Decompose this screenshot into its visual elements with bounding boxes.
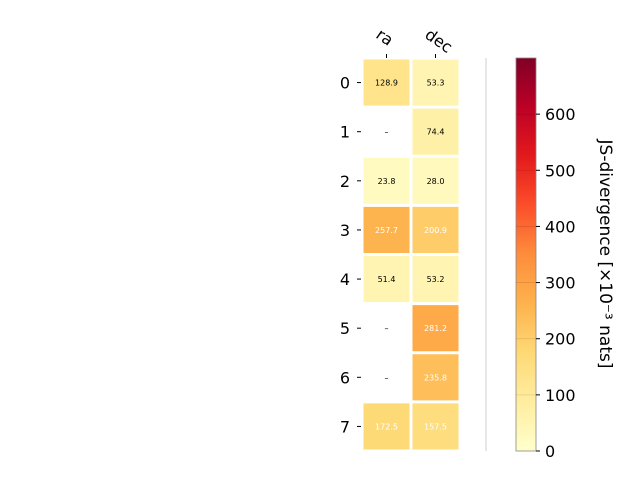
cell-value-label: –	[385, 373, 389, 382]
heatmap-cell	[412, 305, 459, 352]
colorbar: 0 100 200 300 400 500 600 JS-divergence [×10⁻³…	[515, 57, 615, 461]
y-tick-label: 2	[340, 172, 350, 191]
heatmap-cell	[412, 256, 459, 303]
y-tick-label: 6	[340, 368, 350, 387]
cell-value-label: 53.2	[427, 275, 445, 284]
x-tick-label: dec	[422, 25, 456, 57]
heatmap-cell	[412, 354, 459, 401]
colorbar-tick-label: 100	[545, 386, 576, 405]
y-tick-label: 1	[340, 123, 350, 142]
y-tick-label: 3	[340, 221, 350, 240]
heatmap-cell	[363, 157, 410, 204]
heatmap-cell	[363, 403, 410, 450]
y-axis: 0 1 2 3 4 5 6 7	[340, 74, 361, 436]
colorbar-tick-label: 400	[545, 217, 576, 236]
colorbar-gradient	[515, 57, 537, 452]
x-tick-label: ra	[373, 25, 397, 50]
colorbar-tick-label: 300	[545, 274, 576, 293]
cell-value-label: 53.3	[427, 79, 445, 88]
cell-value-label: –	[385, 324, 389, 333]
colorbar-tick-label: 600	[545, 105, 576, 124]
cell-value-label: 281.2	[424, 324, 447, 333]
cell-value-label: 28.0	[427, 177, 445, 186]
cell-value-label: –	[385, 128, 389, 137]
x-axis: ra dec	[373, 25, 456, 58]
colorbar-tick-label: 500	[545, 161, 576, 180]
colorbar-ticks: 0 100 200 300 400 500 600	[516, 105, 576, 461]
heatmap-cell	[412, 59, 459, 106]
colorbar-tick-label: 200	[545, 330, 576, 349]
heatmap-cell	[363, 59, 410, 106]
cell-value-label: 23.8	[378, 177, 396, 186]
heatmap-cell	[412, 206, 459, 253]
cell-value-label: 128.9	[375, 79, 398, 88]
y-tick-label: 5	[340, 319, 350, 338]
y-tick-label: 0	[340, 74, 350, 93]
colorbar-tick-label: 0	[545, 442, 555, 461]
y-tick-label: 4	[340, 270, 350, 289]
heatmap-cell	[412, 108, 459, 155]
cell-value-label: 257.7	[375, 226, 398, 235]
heatmap-cells	[363, 59, 459, 450]
cell-value-label: 235.8	[424, 373, 447, 382]
colorbar-label: JS-divergence [×10⁻³ nats]	[595, 139, 615, 369]
y-tick-label: 7	[340, 417, 350, 436]
heatmap-cell	[363, 206, 410, 253]
heatmap-cell-labels: 128.9 53.3 – 74.4 23.8 28.0 257.7 200.9 51.4 53.2…	[375, 79, 447, 432]
cell-value-label: 74.4	[427, 128, 445, 137]
cell-value-label: 200.9	[424, 226, 447, 235]
cell-value-label: 51.4	[378, 275, 396, 284]
cell-value-label: 157.5	[424, 422, 447, 431]
heatmap-cell	[363, 256, 410, 303]
heatmap-cell	[412, 403, 459, 450]
heatmap-cell	[412, 157, 459, 204]
cell-value-label: 172.5	[375, 422, 398, 431]
